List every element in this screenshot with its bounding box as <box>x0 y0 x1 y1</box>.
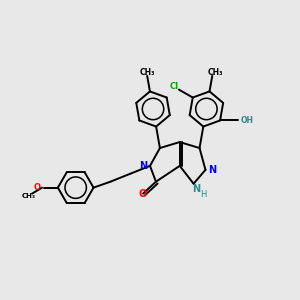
Text: N: N <box>139 161 147 171</box>
Text: Cl: Cl <box>169 82 178 91</box>
Text: CH₃: CH₃ <box>140 68 155 77</box>
Text: OH: OH <box>240 116 253 125</box>
Text: N: N <box>208 165 217 175</box>
Text: H: H <box>200 190 207 199</box>
Text: CH₃: CH₃ <box>21 193 35 199</box>
Text: O: O <box>139 189 147 199</box>
Text: CH₃: CH₃ <box>208 68 223 77</box>
Text: O: O <box>34 183 40 192</box>
Text: N: N <box>193 184 201 194</box>
